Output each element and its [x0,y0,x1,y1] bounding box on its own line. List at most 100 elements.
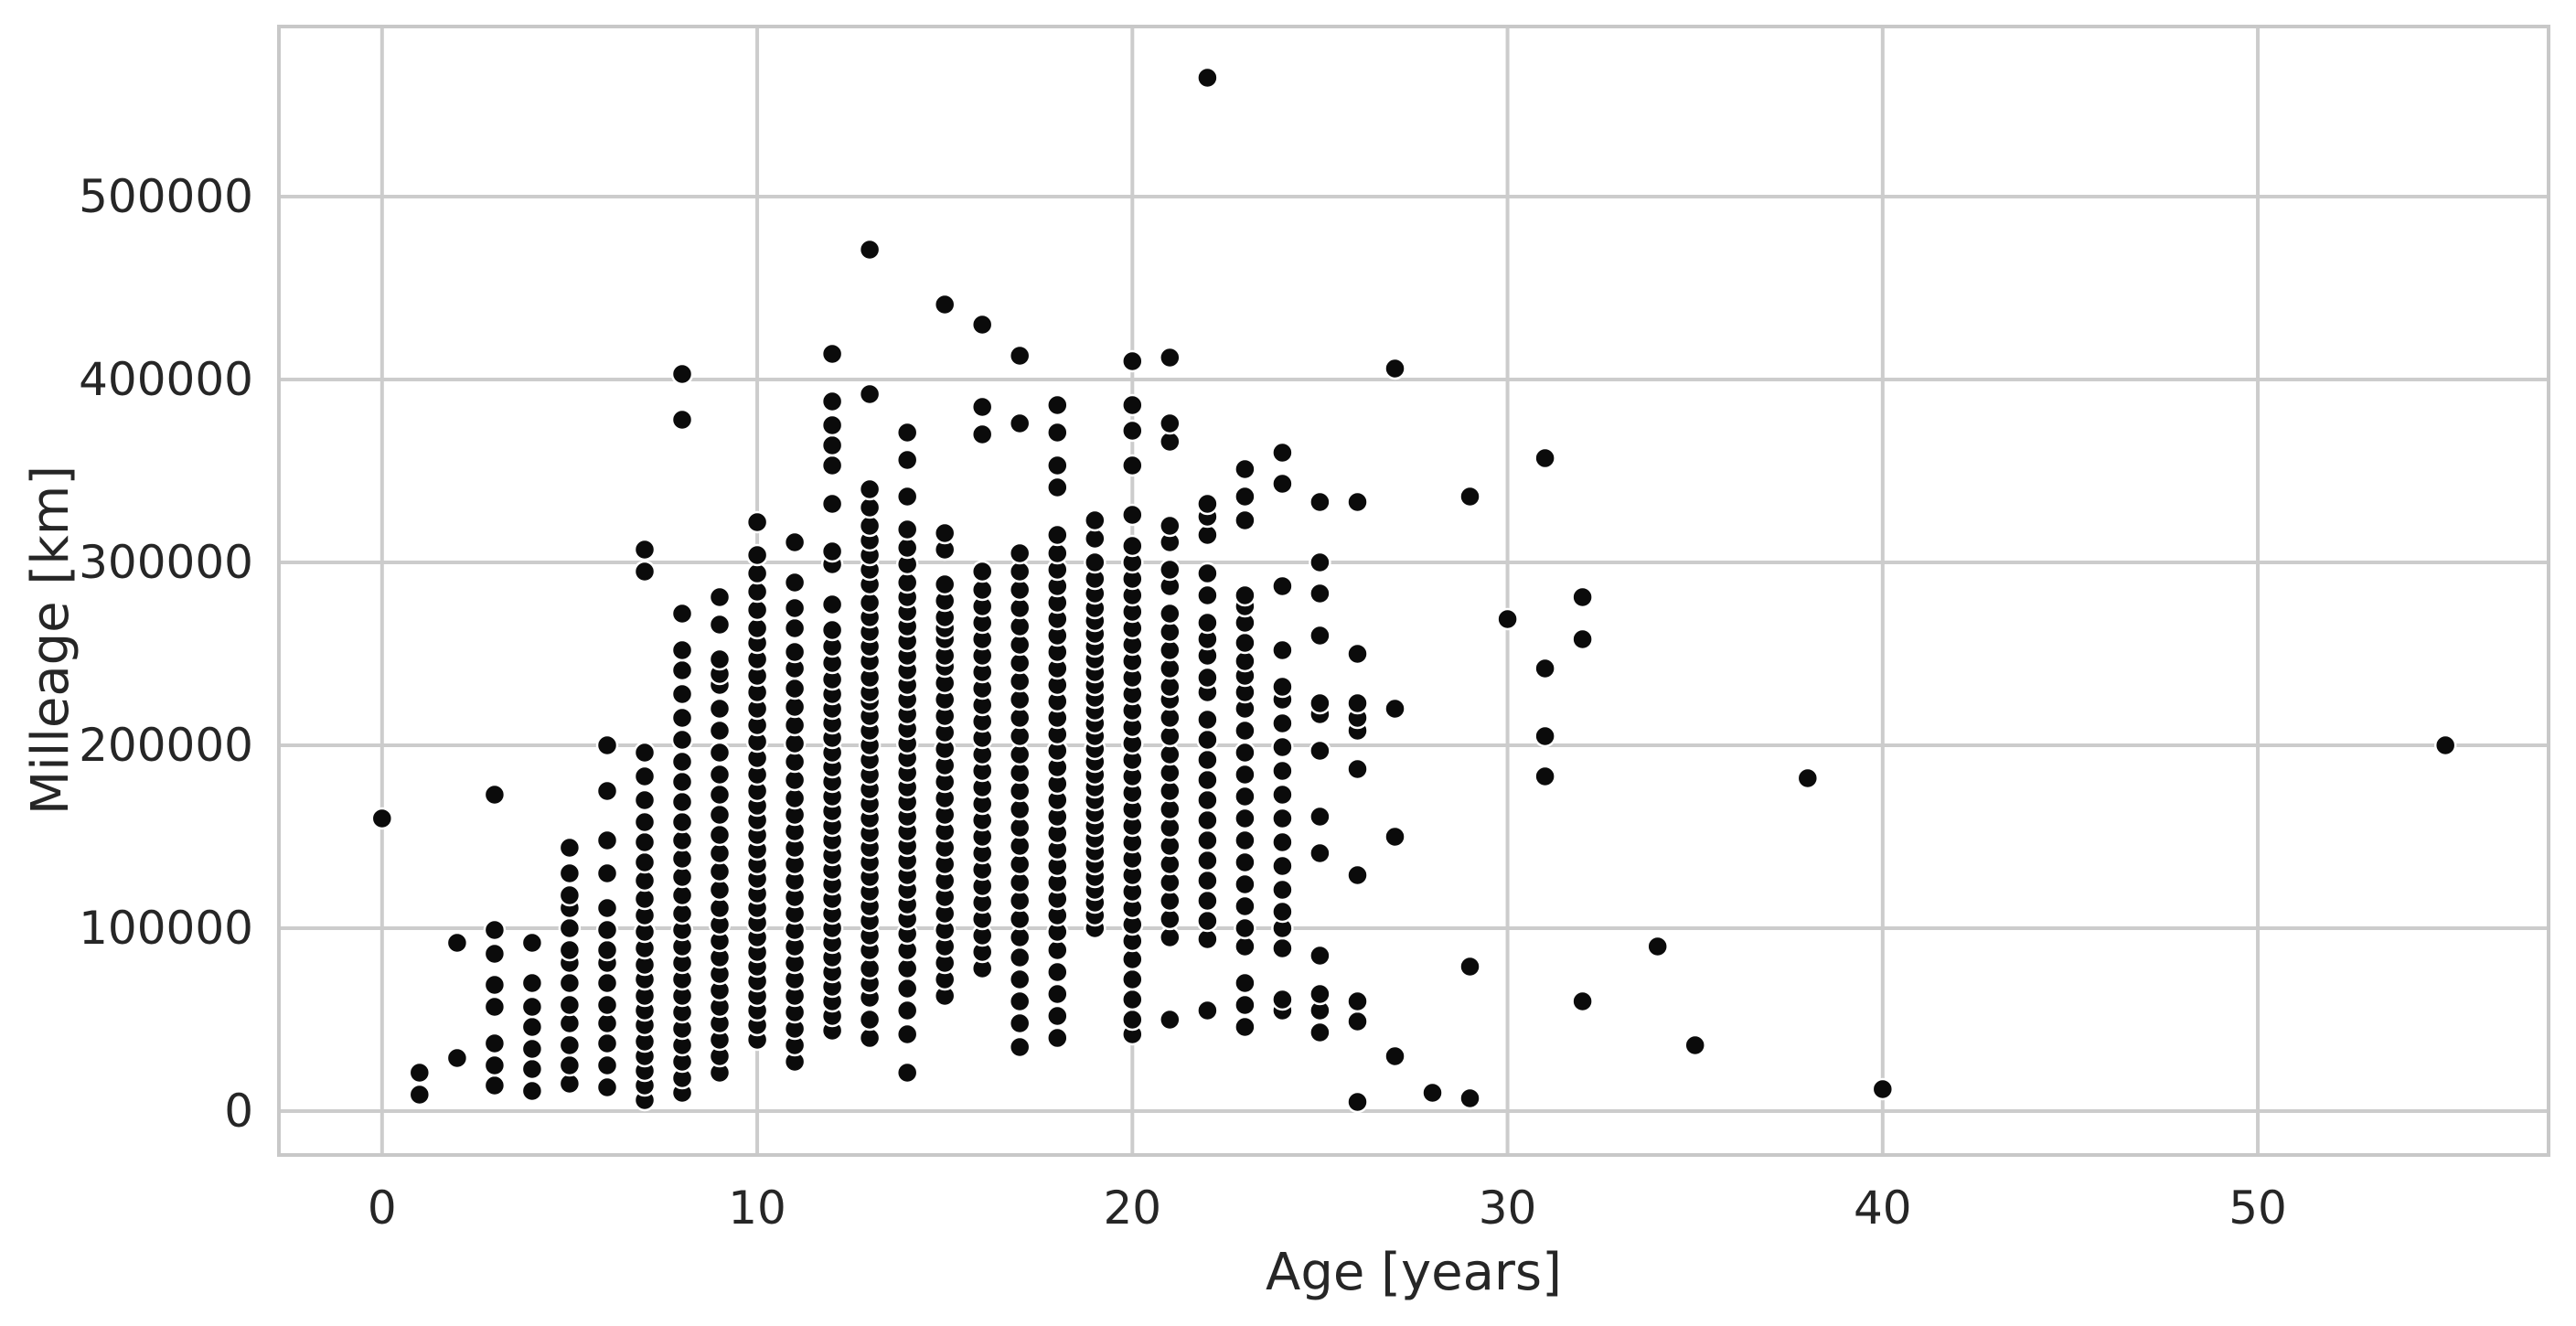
data-point [1234,785,1256,808]
data-point [1008,560,1031,583]
data-point [1159,779,1181,803]
data-point [483,1032,507,1055]
data-point [745,510,769,534]
data-point [1046,541,1069,565]
data-point [1121,419,1144,443]
data-point [895,448,919,472]
data-point [558,836,582,860]
data-point [895,957,919,980]
data-point [670,865,694,889]
data-point [783,640,807,664]
data-point [1421,1081,1444,1105]
data-point [1008,596,1031,620]
data-point [595,1075,619,1099]
data-point [1159,675,1181,699]
data-point [783,786,807,810]
data-point [1234,763,1256,786]
data-point [1196,849,1219,872]
data-point [1008,344,1031,368]
data-point [783,768,807,792]
data-point [895,485,919,508]
data-point [595,971,619,995]
data-point [858,238,882,262]
data-point [670,682,694,706]
data-point [858,382,882,406]
data-point [1196,523,1219,547]
data-point [670,883,694,907]
data-point [408,1083,432,1107]
data-point [1008,633,1031,657]
data-point [2433,733,2457,757]
data-point [520,1057,544,1081]
data-point [1121,968,1144,991]
data-point [708,719,732,743]
data-point [858,496,882,519]
data-point [820,342,844,366]
data-point [708,697,732,721]
data-point [595,1011,619,1035]
data-point [1346,490,1369,514]
data-point [1008,706,1031,730]
data-point [708,860,732,883]
data-point [858,957,882,980]
data-point [745,543,769,567]
data-point [1571,627,1594,651]
data-point [1008,578,1031,602]
data-point [520,931,544,955]
data-point [1384,1044,1406,1068]
data-point [708,741,732,765]
data-point [1196,927,1219,951]
data-point [1196,492,1219,516]
data-point [1234,850,1256,874]
data-point [670,829,694,852]
data-point [1346,691,1369,715]
data-point [1159,514,1181,538]
data-point [483,1074,507,1097]
data-point [633,810,657,834]
data-point [708,783,732,807]
plot-spines [277,25,2550,1157]
data-point [1121,947,1144,971]
data-point [633,765,657,788]
data-point [933,521,957,545]
data-point [1046,1004,1069,1028]
data-point [1234,508,1256,532]
data-point [1271,638,1294,662]
data-point [1271,441,1294,465]
data-point [783,713,807,737]
data-point [820,618,844,642]
data-point [1159,657,1181,680]
data-point [520,971,544,995]
data-point [1871,1077,1895,1101]
x-tick-label: 50 [2229,1182,2287,1235]
data-point [1084,508,1106,532]
data-point [1571,585,1594,609]
data-point [820,540,844,563]
data-point [558,1033,582,1057]
x-tick-label: 40 [1854,1182,1912,1235]
data-point [1234,807,1256,830]
data-point [708,878,732,902]
data-point [708,841,732,865]
data-point [1159,816,1181,839]
data-point [1271,830,1294,854]
data-point [1121,503,1144,527]
data-point [1271,900,1294,924]
data-point [1234,719,1256,743]
data-point [670,902,694,925]
data-point [633,538,657,561]
data-point [895,571,919,594]
data-point [1008,1035,1031,1059]
data-point [670,408,694,432]
data-point [1008,989,1031,1013]
data-point [1196,561,1219,585]
data-point [1309,624,1331,647]
data-point [1196,708,1219,732]
data-point [1159,834,1181,858]
data-point [595,938,619,962]
data-point [1271,735,1294,759]
data-point [1121,988,1144,1011]
data-point [1196,768,1219,792]
data-point [1234,457,1256,481]
data-point [633,560,657,583]
